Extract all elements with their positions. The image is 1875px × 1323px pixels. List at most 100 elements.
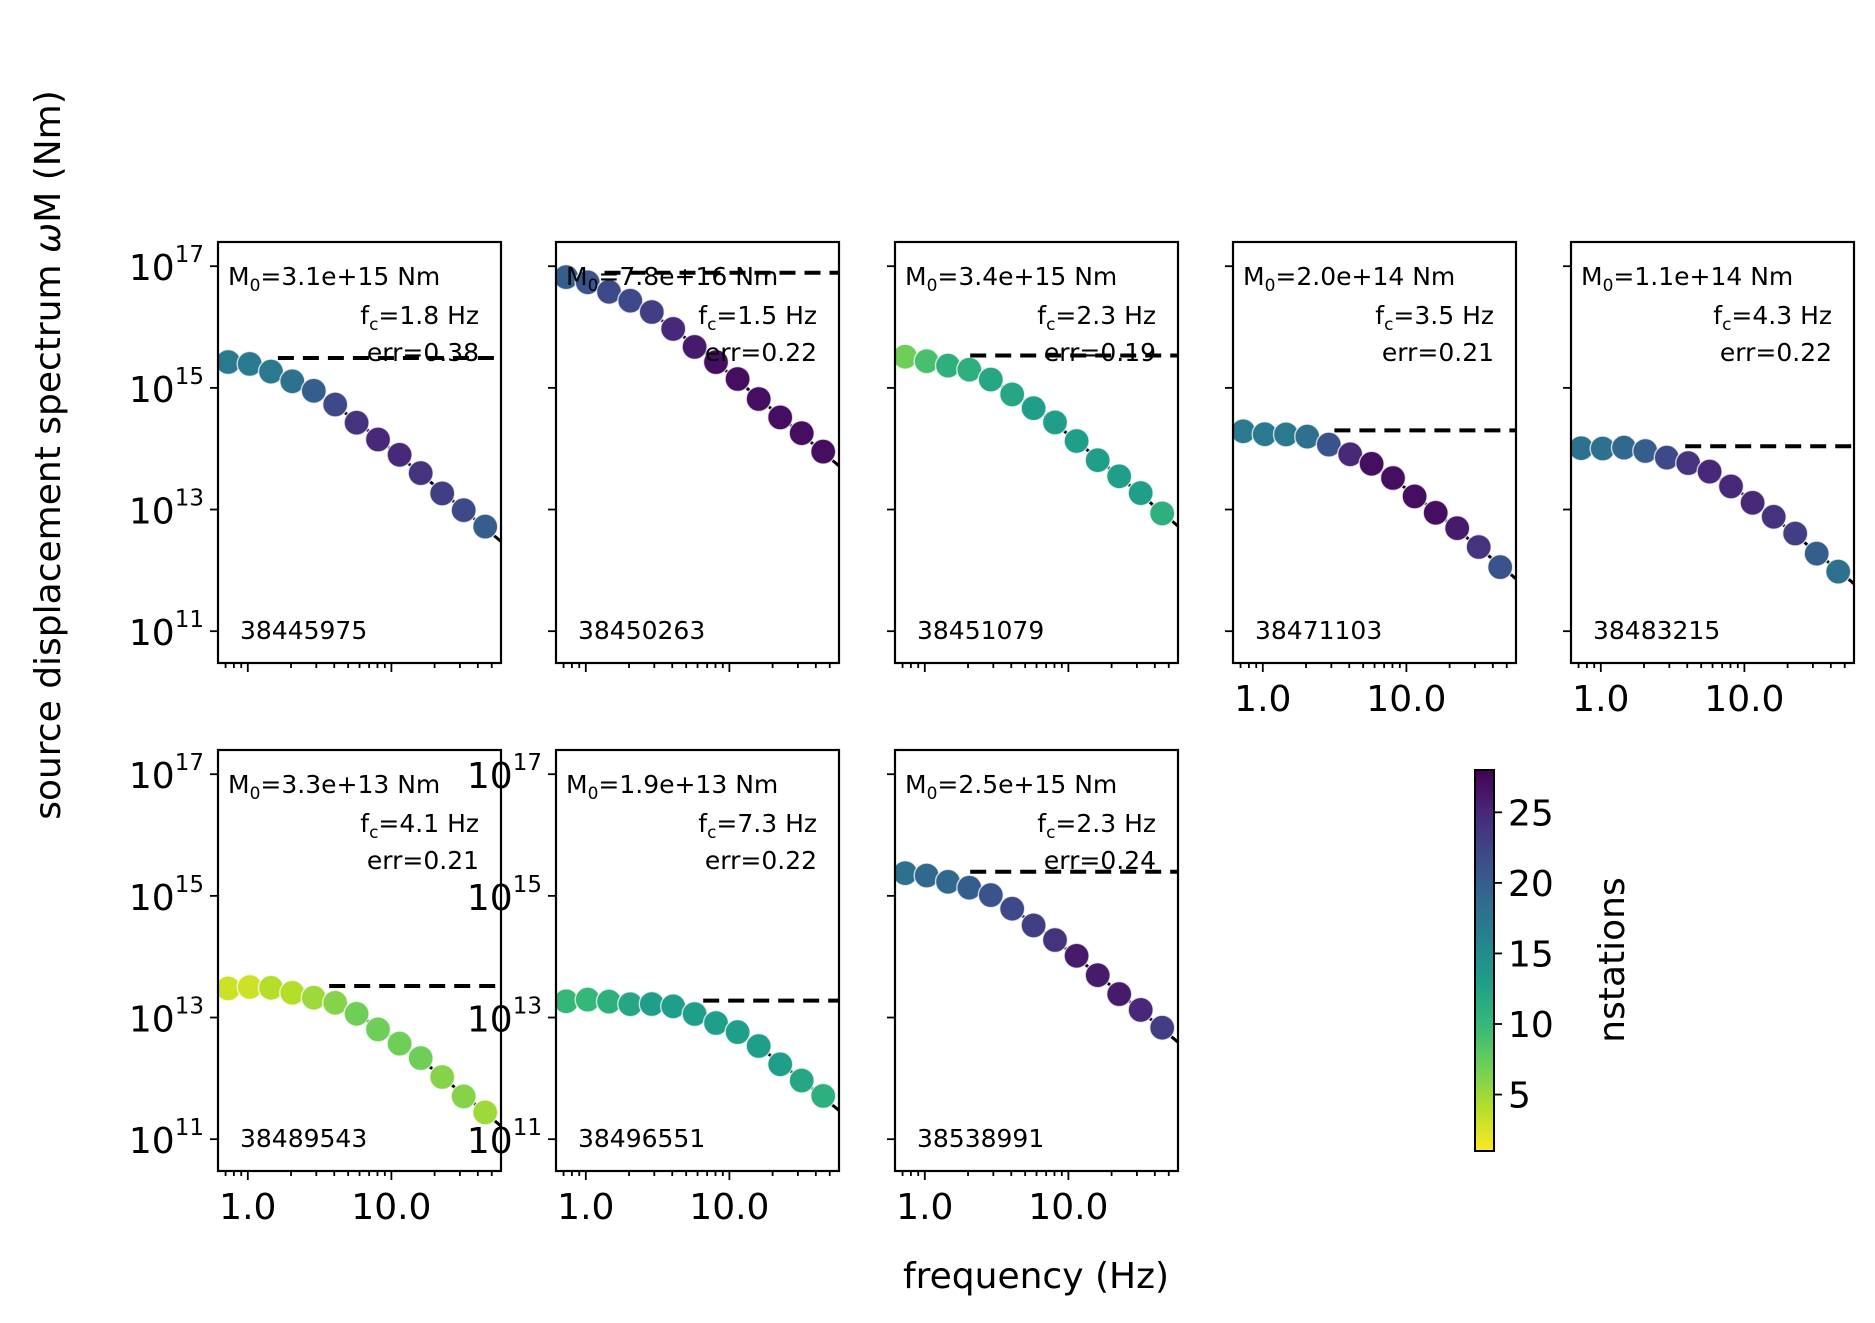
plot-area: [1233, 418, 1516, 581]
spectrum-point: [450, 497, 477, 524]
colorbar-tick-label: 10: [1508, 1005, 1554, 1046]
spectrum-point: [810, 438, 837, 465]
spectrum-point: [1422, 499, 1449, 526]
event-id-label: 38451079: [917, 616, 1044, 645]
panel-38483215: 1.0 10.0 M0=1.1e+14 Nm fc=4.3 Hz err=0.22 384…: [1563, 240, 1856, 720]
spectrum-point: [407, 459, 434, 487]
spectrum-point: [999, 381, 1026, 408]
colorbar-tick-label: 15: [1508, 934, 1554, 975]
spectrum-point: [702, 348, 730, 376]
err-annotation: err=0.21: [367, 846, 479, 875]
err-annotation: err=0.22: [1720, 338, 1832, 367]
x-tick-label: 10.0: [1366, 679, 1446, 720]
colorbar-tick-label: 5: [1508, 1076, 1531, 1117]
fc-annotation: fc=2.3 Hz: [1037, 301, 1156, 335]
spectrum-point: [745, 385, 772, 413]
err-annotation: err=0.21: [1382, 338, 1494, 367]
spectrum-point: [1401, 483, 1428, 510]
spectrum-point: [1148, 1014, 1176, 1041]
spectrum-point: [1443, 515, 1471, 542]
spectrum-point: [977, 881, 1004, 909]
y-tick-label: 1013: [129, 994, 204, 1041]
spectrum-point: [999, 895, 1026, 922]
spectrum-point: [681, 333, 708, 361]
spectrum-point: [617, 287, 644, 314]
y-tick-label: 1017: [467, 750, 542, 797]
fc-annotation: fc=3.5 Hz: [1375, 301, 1494, 335]
fc-annotation: fc=1.5 Hz: [698, 301, 817, 335]
y-tick-label: 1011: [467, 1115, 542, 1162]
spectrum-point: [279, 979, 306, 1006]
spectrum-point: [1148, 500, 1176, 527]
spectrum-point: [450, 1083, 477, 1110]
panel-38538991: 1.0 10.0 M0=2.5e+15 Nm fc=2.3 Hz err=0.24 385…: [887, 748, 1180, 1228]
spectrum-point: [1760, 503, 1787, 530]
spectrum-point: [1803, 540, 1830, 567]
event-id-label: 38489543: [240, 1124, 367, 1153]
y-tick-label: 1017: [129, 242, 204, 289]
y-tick-label: 1017: [129, 750, 204, 797]
y-tick-label: 1013: [129, 486, 204, 533]
spectrum-point: [913, 348, 940, 375]
spectrum-point: [1105, 463, 1133, 490]
m0-annotation: M0=3.1e+15 Nm: [228, 262, 440, 296]
panel-38451079: M0=3.4e+15 Nm fc=2.3 Hz err=0.19 38451079: [887, 240, 1180, 672]
plot-area: [895, 343, 1178, 528]
spectrum-point: [1379, 464, 1407, 492]
spectrum-point: [660, 315, 687, 343]
colorbar: 5 10 15 20 25 nstations: [1474, 769, 1633, 1152]
x-tick-label: 10.0: [689, 1187, 769, 1228]
spectrum-point: [1781, 520, 1809, 547]
panel-38445975: 1011 1013 1015 1017 M0=3.1e+15 Nm fc=1.8 Hz er…: [129, 240, 503, 672]
spectrum-point: [745, 1032, 772, 1060]
x-tick-label: 10.0: [1028, 1187, 1108, 1228]
spectrum-point: [638, 298, 665, 326]
spectrum-point: [724, 365, 751, 393]
event-id-label: 38471103: [1255, 616, 1382, 645]
fc-annotation: fc=7.3 Hz: [698, 809, 817, 843]
spectrum-point: [343, 1000, 370, 1027]
spectrum-point: [1041, 409, 1069, 436]
spectrum-point: [767, 1051, 794, 1078]
m0-annotation: M0=2.0e+14 Nm: [1243, 262, 1455, 296]
spectrum-point: [1717, 473, 1745, 500]
spectrum-point: [1041, 926, 1069, 954]
spectrum-point: [724, 1018, 751, 1046]
y-tick-label: 1015: [129, 364, 204, 411]
spectrum-point: [1696, 458, 1723, 485]
err-annotation: err=0.24: [1044, 846, 1156, 875]
plot-area: [556, 986, 839, 1112]
spectrum-point: [343, 409, 370, 436]
plot-area: [218, 348, 501, 543]
x-tick-label: 10.0: [1704, 679, 1784, 720]
event-id-label: 38496551: [578, 1124, 705, 1153]
spectrum-point: [300, 377, 327, 404]
event-id-label: 38445975: [240, 616, 367, 645]
colorbar-gradient: [1474, 769, 1495, 1152]
spectrum-point: [1127, 996, 1154, 1024]
m0-annotation: M0=1.1e+14 Nm: [1581, 262, 1793, 296]
err-annotation: err=0.22: [705, 846, 817, 875]
m0-annotation: M0=7.8e+16 Nm: [566, 262, 778, 296]
spectrum-point: [1063, 942, 1090, 969]
spectrum-point: [386, 1030, 413, 1057]
err-annotation: err=0.38: [367, 338, 479, 367]
x-tick-label: 1.0: [896, 1187, 953, 1228]
fc-annotation: fc=4.1 Hz: [360, 809, 479, 843]
y-tick-label: 1011: [129, 1115, 204, 1162]
fc-annotation: fc=2.3 Hz: [1037, 809, 1156, 843]
plot-area: [895, 860, 1178, 1044]
spectrum-point: [1020, 912, 1047, 939]
spectrum-point: [472, 513, 499, 540]
spectrum-point: [429, 480, 456, 507]
spectrum-point: [895, 343, 919, 370]
spectrum-point: [810, 1082, 837, 1110]
plot-area: [556, 263, 839, 468]
spectrum-point: [1084, 962, 1111, 989]
spectrum-point: [364, 426, 392, 453]
err-annotation: err=0.19: [1044, 338, 1156, 367]
colorbar-tick-label: 25: [1508, 793, 1554, 834]
spectrum-point: [322, 391, 349, 418]
x-tick-label: 1.0: [557, 1187, 614, 1228]
